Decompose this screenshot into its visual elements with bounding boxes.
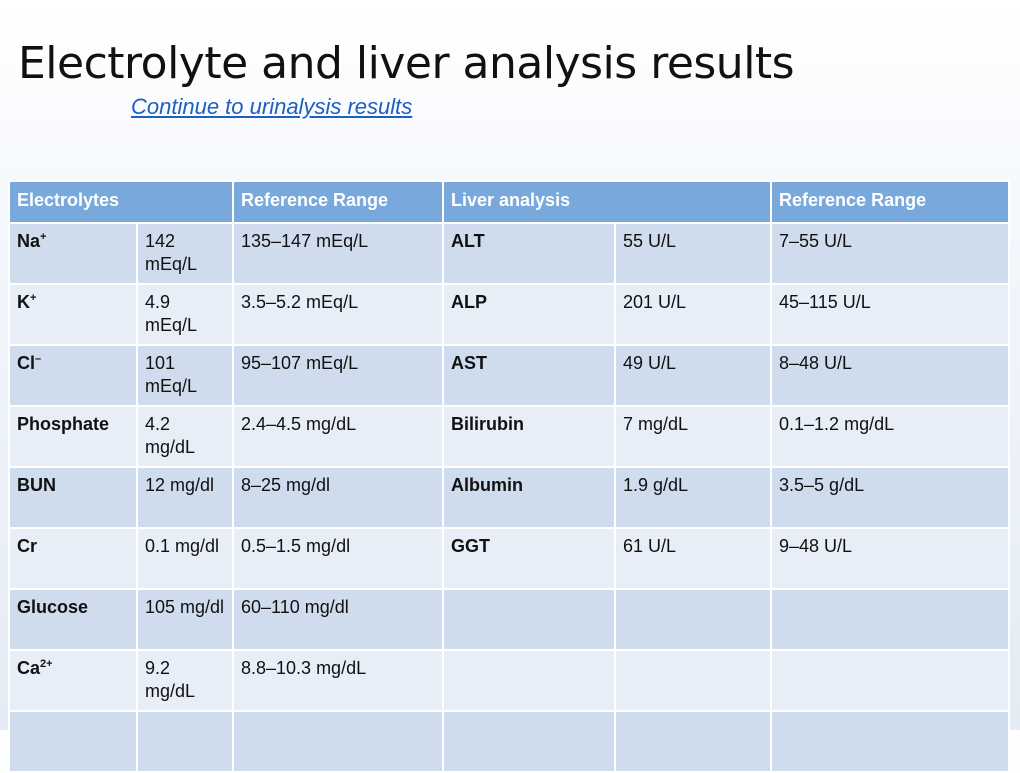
table-row: Cr 0.1 mg/dl 0.5–1.5 mg/dl GGT 61 U/L 9–48 U/… [8,527,1011,590]
liver-test-value: 1.9 g/dL [613,466,773,529]
liver-test-value [613,710,773,773]
liver-reference-range [770,588,1011,651]
header-liver-analysis: Liver analysis [441,180,773,224]
liver-reference-range: 0.1–1.2 mg/dL [770,405,1011,468]
liver-reference-range: 8–48 U/L [770,344,1011,407]
liver-test-value [613,588,773,651]
table-row: Na+ 142 mEq/L 135–147 mEq/L ALT 55 U/L 7–55 U… [8,222,1011,285]
liver-test-value: 49 U/L [613,344,773,407]
table-row: Glucose 105 mg/dl 60–110 mg/dl [8,588,1011,651]
liver-test-name [442,649,616,712]
electrolyte-reference-range: 0.5–1.5 mg/dl [232,527,444,590]
liver-test-name [442,588,616,651]
electrolyte-name: Cr [17,536,38,556]
electrolyte-name-cell: Cr [8,527,138,590]
electrolyte-value: 101 mEq/L [136,344,234,407]
electrolyte-value: 0.1 mg/dl [136,527,234,590]
electrolyte-value: 12 mg/dl [136,466,234,529]
liver-test-value: 7 mg/dL [613,405,773,468]
liver-test-name: ALP [442,283,616,346]
liver-test-value: 55 U/L [613,222,773,285]
electrolyte-name: Cl [17,353,35,373]
electrolyte-charge: – [35,353,42,365]
liver-test-name: AST [442,344,616,407]
table-row: Cl– 101 mEq/L 95–107 mEq/L AST 49 U/L 8–48 U/… [8,344,1011,407]
electrolyte-value: 4.9 mEq/L [136,283,234,346]
electrolyte-name: K [17,292,30,312]
electrolyte-name: Phosphate [17,414,110,434]
electrolyte-name-cell: K+ [8,283,138,346]
header-electrolytes: Electrolytes [8,180,234,224]
electrolyte-name-cell: Cl– [8,344,138,407]
table-row: BUN 12 mg/dl 8–25 mg/dl Albumin 1.9 g/dL 3.5–… [8,466,1011,529]
liver-reference-range [770,710,1011,773]
page-title: Electrolyte and liver analysis results [18,38,795,89]
table-row [8,710,1011,773]
liver-test-name: ALT [442,222,616,285]
liver-test-name: Bilirubin [442,405,616,468]
electrolyte-charge: + [30,292,37,304]
table-header-row: Electrolytes Reference Range Liver analy… [8,180,1011,224]
electrolyte-value: 4.2 mg/dL [136,405,234,468]
electrolyte-name-cell [8,710,138,773]
liver-reference-range: 9–48 U/L [770,527,1011,590]
liver-test-value [613,649,773,712]
header-reference-range-electrolytes: Reference Range [232,180,444,224]
header-reference-range-liver: Reference Range [770,180,1011,224]
electrolyte-reference-range: 8.8–10.3 mg/dL [232,649,444,712]
electrolyte-reference-range: 135–147 mEq/L [232,222,444,285]
table-row: Phosphate 4.2 mg/dL 2.4–4.5 mg/dL Bilirubin… [8,405,1011,468]
table-row: Ca2+ 9.2 mg/dL 8.8–10.3 mg/dL [8,649,1011,712]
liver-test-value: 201 U/L [613,283,773,346]
liver-reference-range: 3.5–5 g/dL [770,466,1011,529]
liver-reference-range: 45–115 U/L [770,283,1011,346]
electrolyte-name: Ca [17,658,41,678]
electrolyte-value: 105 mg/dl [136,588,234,651]
electrolyte-name-cell: Ca2+ [8,649,138,712]
electrolyte-name: Na [17,231,41,251]
electrolyte-name-cell: Glucose [8,588,138,651]
results-table: Electrolytes Reference Range Liver analy… [8,180,1011,773]
liver-test-value: 61 U/L [613,527,773,590]
liver-reference-range: 7–55 U/L [770,222,1011,285]
electrolyte-name-cell: BUN [8,466,138,529]
electrolyte-reference-range: 3.5–5.2 mEq/L [232,283,444,346]
electrolyte-value: 9.2 mg/dL [136,649,234,712]
urinalysis-results-link[interactable]: Continue to urinalysis results [131,94,413,119]
electrolyte-charge: + [40,231,47,243]
electrolyte-name: Glucose [17,597,89,617]
liver-test-name: Albumin [442,466,616,529]
liver-test-name [442,710,616,773]
liver-reference-range [770,649,1011,712]
electrolyte-value: 142 mEq/L [136,222,234,285]
electrolyte-reference-range [232,710,444,773]
table-row: K+ 4.9 mEq/L 3.5–5.2 mEq/L ALP 201 U/L 45–115… [8,283,1011,346]
electrolyte-name-cell: Na+ [8,222,138,285]
electrolyte-name-cell: Phosphate [8,405,138,468]
electrolyte-charge: 2+ [40,658,53,670]
electrolyte-value [136,710,234,773]
electrolyte-reference-range: 8–25 mg/dl [232,466,444,529]
liver-test-name: GGT [442,527,616,590]
electrolyte-reference-range: 2.4–4.5 mg/dL [232,405,444,468]
electrolyte-reference-range: 95–107 mEq/L [232,344,444,407]
electrolyte-name: BUN [17,475,56,495]
electrolyte-reference-range: 60–110 mg/dl [232,588,444,651]
